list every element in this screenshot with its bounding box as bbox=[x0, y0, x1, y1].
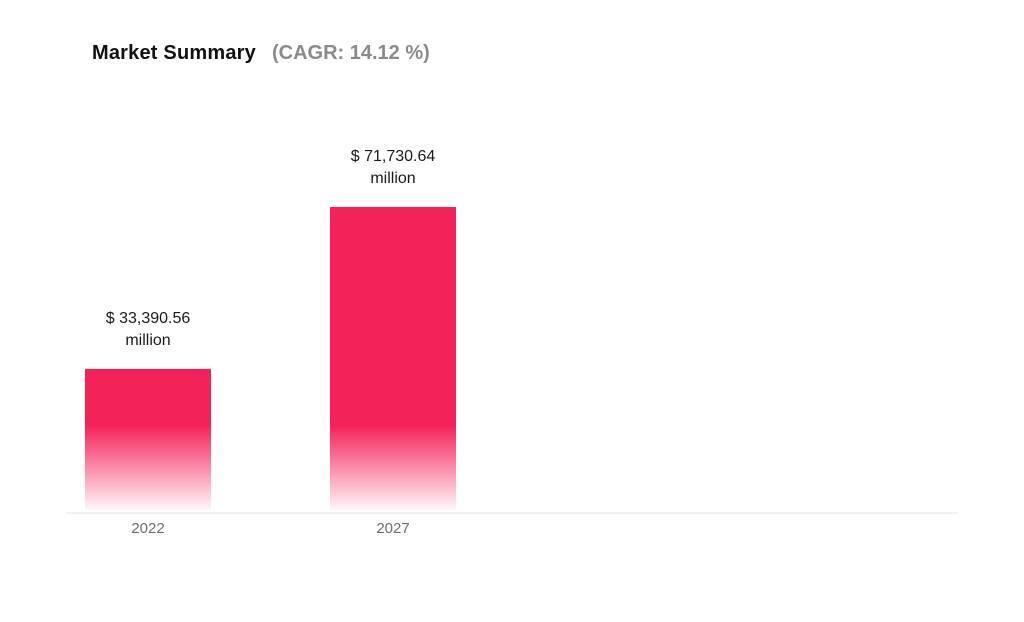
chart-title: Market Summary bbox=[92, 42, 256, 64]
bars-layer bbox=[85, 207, 456, 510]
data-label-2022: $ 33,390.56 million bbox=[106, 310, 191, 349]
data-label-2027: $ 71,730.64 million bbox=[351, 148, 436, 187]
bar-solid-2027 bbox=[330, 207, 456, 426]
bar-fade-2022 bbox=[85, 425, 211, 510]
bar-fade-2027 bbox=[330, 425, 456, 510]
labels-layer: $ 33,390.56 million 2022 $ 71,730.64 million… bbox=[106, 148, 436, 537]
x-tick-label-2027: 2027 bbox=[376, 520, 409, 537]
bar-2022 bbox=[85, 368, 211, 510]
x-tick-label-2022: 2022 bbox=[131, 520, 164, 537]
chart-subtitle-cagr: (CAGR: 14.12 %) bbox=[271, 42, 430, 64]
bar-2027 bbox=[330, 207, 456, 510]
bar-solid-2022 bbox=[85, 368, 211, 426]
chart-title-row: Market Summary (CAGR: 14.12 %) bbox=[92, 42, 430, 70]
